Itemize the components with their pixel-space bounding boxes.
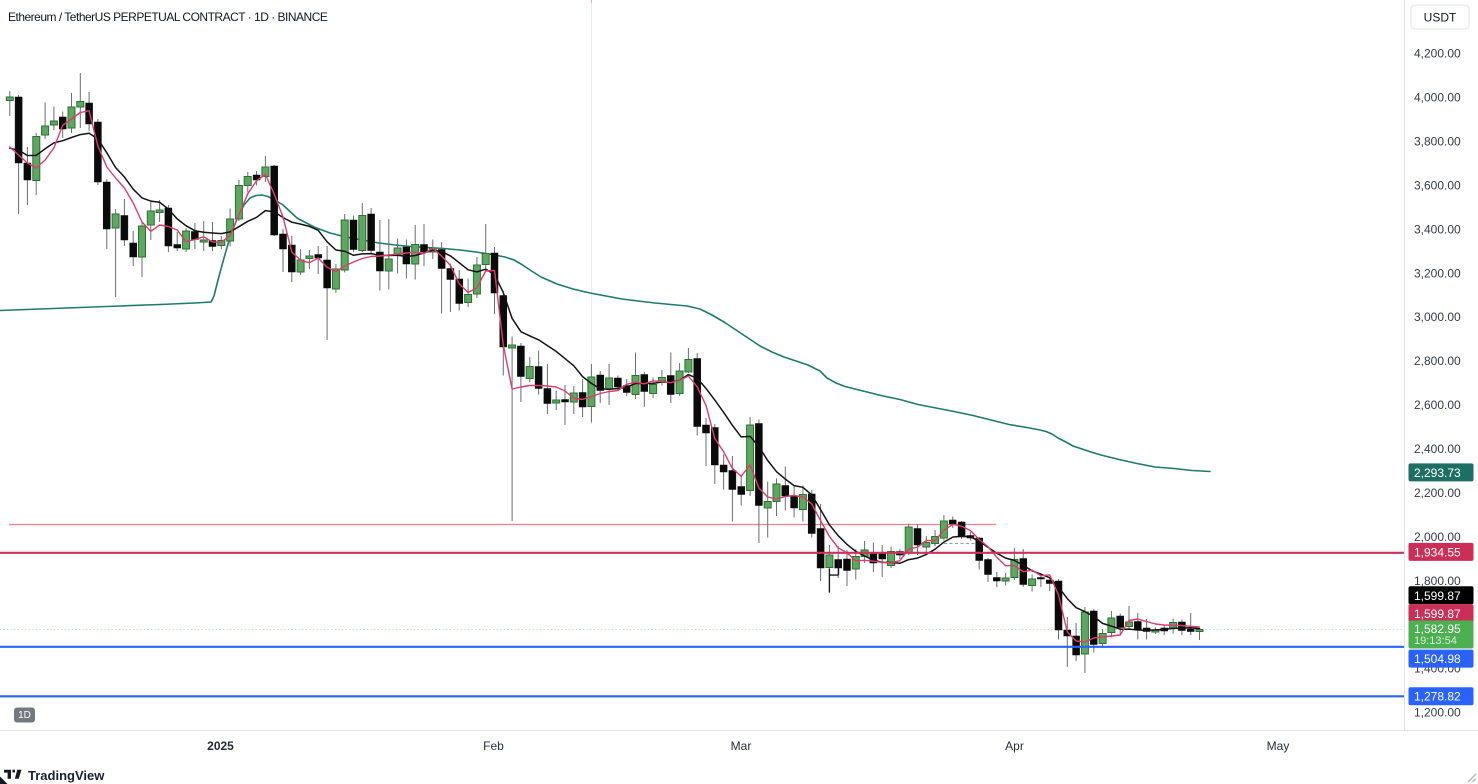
svg-text:2,400.00: 2,400.00 — [1414, 442, 1461, 456]
svg-text:1,934.55: 1,934.55 — [1414, 545, 1461, 559]
svg-text:19:13:54: 19:13:54 — [1414, 635, 1457, 647]
svg-text:4,200.00: 4,200.00 — [1414, 47, 1461, 61]
svg-text:TradingView: TradingView — [28, 768, 105, 783]
svg-text:May: May — [1267, 739, 1290, 753]
svg-text:2,200.00: 2,200.00 — [1414, 486, 1461, 500]
svg-text:2025: 2025 — [207, 739, 234, 753]
svg-text:1,599.87: 1,599.87 — [1414, 607, 1461, 621]
svg-text:1,800.00: 1,800.00 — [1414, 574, 1461, 588]
svg-text:Feb: Feb — [483, 739, 504, 753]
svg-text:2,600.00: 2,600.00 — [1414, 398, 1461, 412]
svg-text:2,293.73: 2,293.73 — [1414, 466, 1461, 480]
svg-text:Apr: Apr — [1005, 739, 1024, 753]
svg-text:1,278.82: 1,278.82 — [1414, 690, 1461, 704]
svg-text:1,582.95: 1,582.95 — [1414, 622, 1461, 636]
svg-text:4,000.00: 4,000.00 — [1414, 91, 1461, 105]
svg-text:1,200.00: 1,200.00 — [1414, 706, 1461, 720]
svg-text:3,600.00: 3,600.00 — [1414, 178, 1461, 192]
svg-text:2,800.00: 2,800.00 — [1414, 354, 1461, 368]
svg-text:1,504.98: 1,504.98 — [1414, 652, 1461, 666]
svg-text:3,200.00: 3,200.00 — [1414, 266, 1461, 280]
svg-text:USDT: USDT — [1424, 11, 1457, 25]
svg-text:1,599.87: 1,599.87 — [1414, 589, 1461, 603]
svg-text:3,400.00: 3,400.00 — [1414, 222, 1461, 236]
svg-text:3,000.00: 3,000.00 — [1414, 310, 1461, 324]
svg-text:Ethereum / TetherUS PERPETUAL: Ethereum / TetherUS PERPETUAL CONTRACT ·… — [8, 10, 328, 24]
svg-text:3,800.00: 3,800.00 — [1414, 135, 1461, 149]
svg-text:2,000.00: 2,000.00 — [1414, 530, 1461, 544]
svg-text:1D: 1D — [18, 710, 31, 721]
svg-text:Mar: Mar — [731, 739, 752, 753]
